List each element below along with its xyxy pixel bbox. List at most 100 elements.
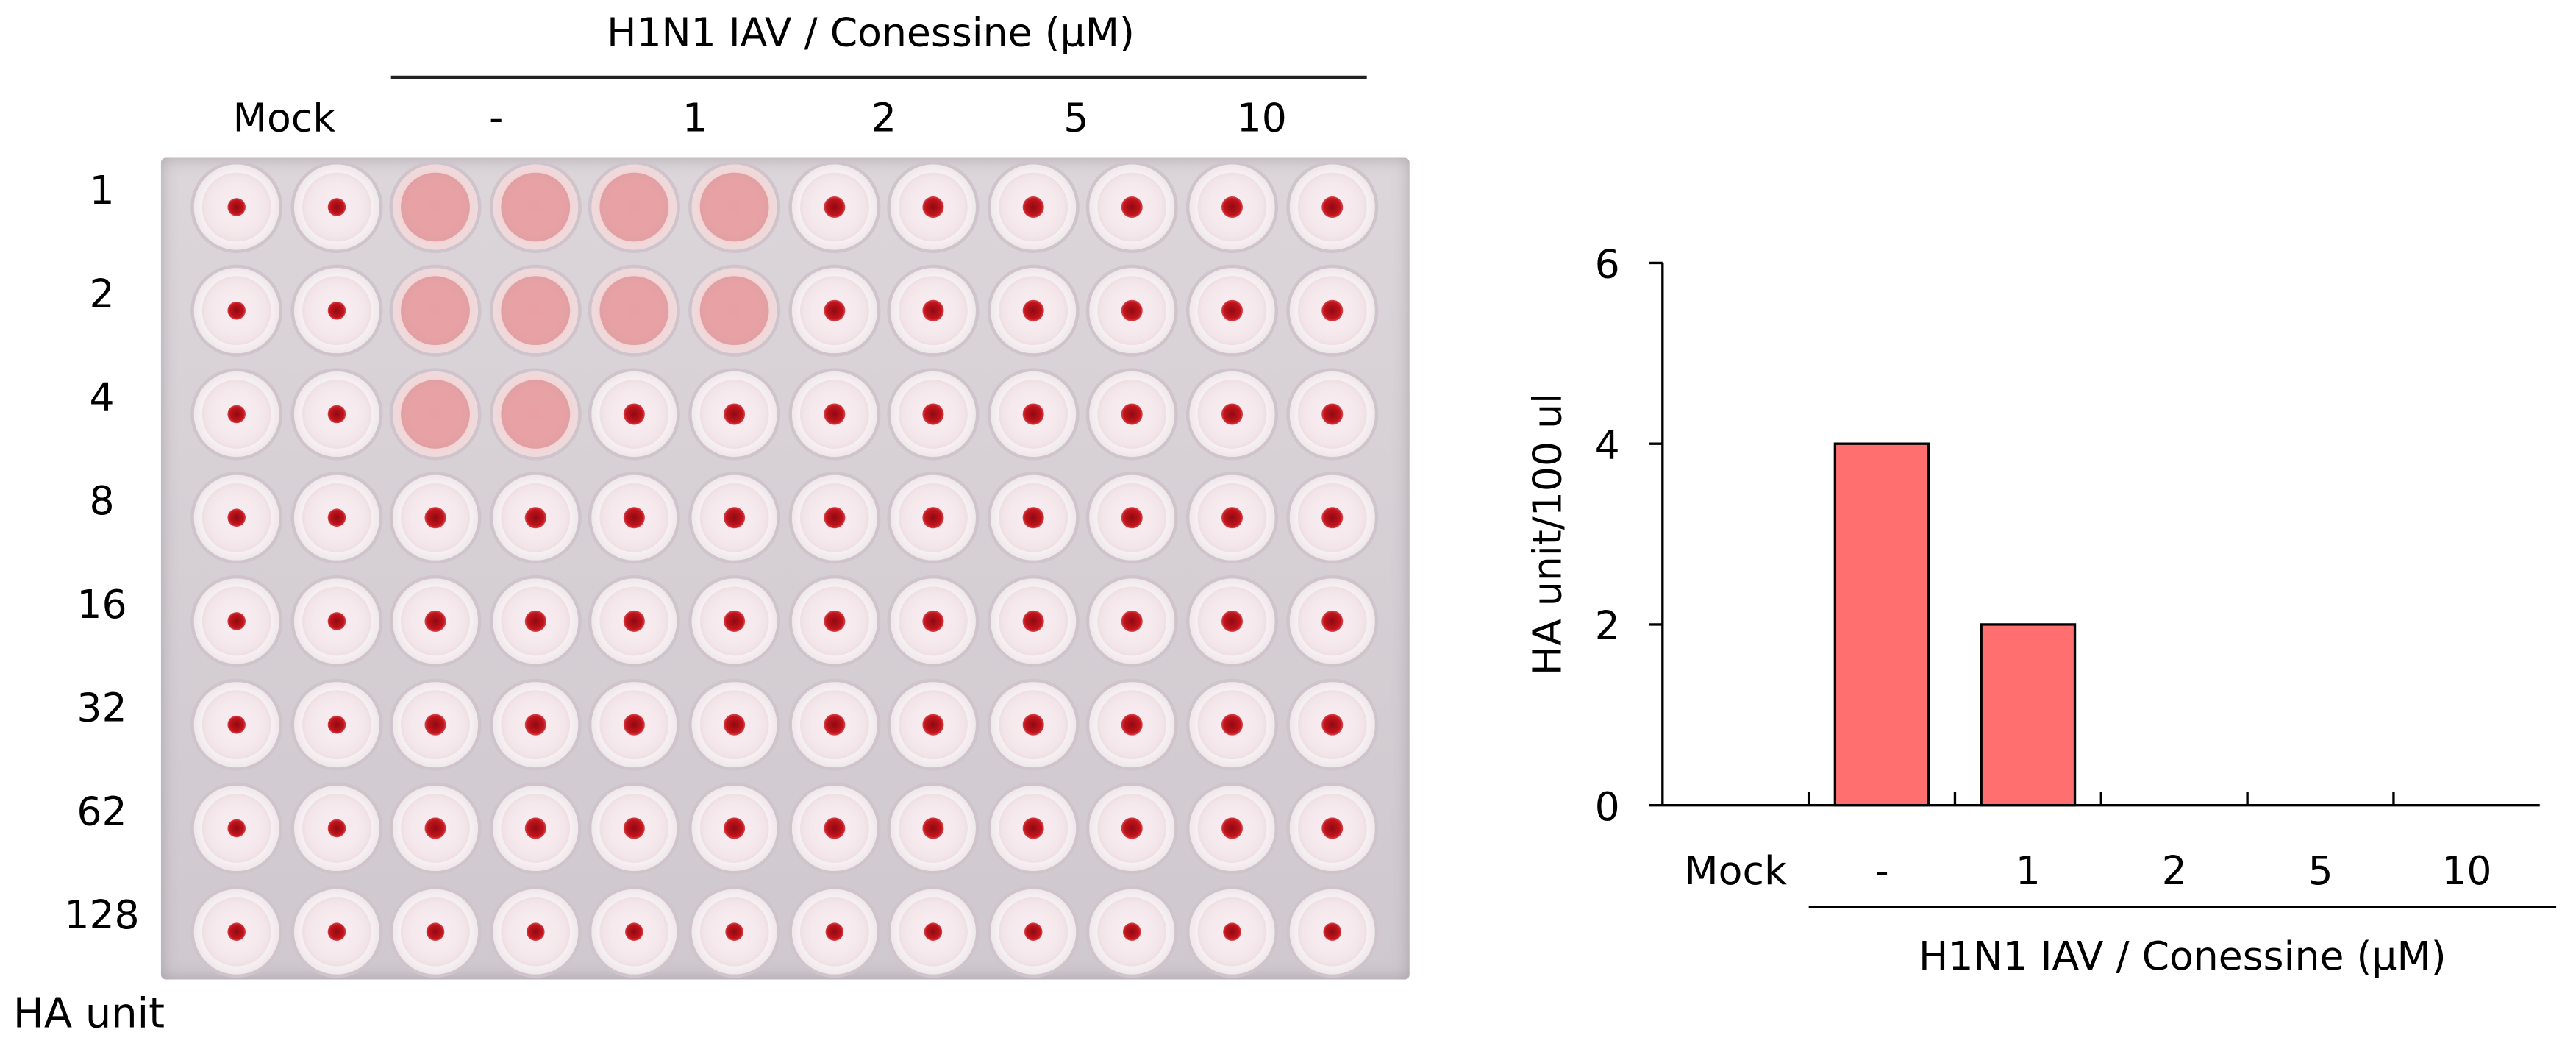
plate-well bbox=[588, 264, 681, 357]
plate-well bbox=[290, 782, 382, 875]
plate-row-label: 128 bbox=[64, 892, 140, 939]
rbc-button bbox=[922, 507, 944, 529]
rbc-button bbox=[823, 714, 845, 736]
rbc-button bbox=[823, 403, 845, 425]
rbc-button bbox=[922, 196, 944, 218]
plate-well bbox=[987, 575, 1080, 668]
plate-well bbox=[1185, 575, 1279, 668]
plate-well bbox=[389, 886, 482, 978]
rbc-button bbox=[1121, 507, 1143, 529]
plate-well bbox=[987, 160, 1080, 254]
rbc-button bbox=[1221, 196, 1244, 218]
plate-well bbox=[987, 886, 1080, 978]
plate-well bbox=[588, 472, 681, 564]
plate-well bbox=[987, 368, 1080, 461]
rbc-button bbox=[227, 715, 246, 734]
plate-column-label: 10 bbox=[1236, 95, 1287, 142]
rbc-button bbox=[1022, 507, 1044, 529]
plate-well bbox=[588, 160, 681, 254]
plate-well bbox=[290, 575, 382, 668]
rbc-button bbox=[724, 817, 746, 839]
plate-well bbox=[489, 264, 582, 357]
y-tick-label: 6 bbox=[1595, 241, 1620, 288]
rbc-button bbox=[922, 610, 944, 632]
plate-well bbox=[489, 782, 582, 875]
plate-well bbox=[389, 472, 482, 564]
rbc-button bbox=[922, 403, 944, 425]
rbc-button bbox=[922, 817, 944, 839]
rbc-button bbox=[1022, 817, 1044, 839]
y-tick-label: 0 bbox=[1595, 783, 1620, 830]
rbc-button bbox=[1221, 403, 1244, 425]
rbc-button bbox=[524, 817, 546, 839]
plate-column-label: 2 bbox=[871, 95, 896, 142]
plate-well bbox=[788, 678, 880, 771]
rbc-button bbox=[1321, 403, 1343, 425]
rbc-button bbox=[823, 817, 845, 839]
x-axis-label: H1N1 IAV / Conessine (μM) bbox=[1919, 933, 2447, 979]
plate-well bbox=[1285, 575, 1378, 668]
rbc-button bbox=[227, 819, 246, 838]
plate-well bbox=[588, 782, 681, 875]
rbc-button bbox=[1223, 922, 1241, 941]
plate-well bbox=[688, 678, 781, 771]
plate-well bbox=[788, 160, 880, 254]
plate-well bbox=[688, 160, 781, 254]
rbc-button bbox=[1121, 817, 1143, 839]
rbc-button bbox=[327, 405, 346, 424]
plate-well bbox=[887, 160, 980, 254]
plate-well bbox=[987, 782, 1080, 875]
rbc-button bbox=[1321, 714, 1343, 736]
x-tick-label: Mock bbox=[1684, 847, 1787, 894]
rbc-button bbox=[624, 507, 646, 529]
rbc-button bbox=[526, 922, 545, 941]
plate-header: H1N1 IAV / Conessine (μM) bbox=[607, 10, 1135, 56]
y-axis-label: HA unit/100 ul bbox=[1524, 393, 1570, 675]
plate-column-label: 5 bbox=[1063, 95, 1089, 142]
plate-well bbox=[190, 472, 283, 564]
plate-column-label: - bbox=[488, 95, 504, 142]
rbc-button bbox=[427, 922, 445, 941]
rbc-button bbox=[924, 922, 943, 941]
rbc-button bbox=[1121, 403, 1143, 425]
plate-well bbox=[190, 264, 283, 357]
x-tick-label: - bbox=[1874, 847, 1888, 894]
plate-well bbox=[887, 264, 980, 357]
plate-well bbox=[190, 575, 283, 668]
plate-well bbox=[489, 886, 582, 978]
rbc-button bbox=[227, 405, 246, 424]
ha-assay-plate bbox=[160, 157, 1410, 980]
plate-well bbox=[887, 575, 980, 668]
rbc-button bbox=[1321, 507, 1343, 529]
plate-well bbox=[1185, 678, 1279, 771]
plate-row-label: 2 bbox=[89, 271, 115, 318]
plate-well bbox=[190, 886, 283, 978]
plate-row-label: 1 bbox=[89, 167, 115, 214]
plate-well bbox=[1185, 886, 1279, 978]
plate-well bbox=[1086, 678, 1179, 771]
plate-well bbox=[489, 575, 582, 668]
plate-well bbox=[1285, 160, 1378, 254]
rbc-button bbox=[524, 507, 546, 529]
plate-well bbox=[887, 886, 980, 978]
plate-well bbox=[1086, 160, 1179, 254]
plate-well bbox=[1285, 368, 1378, 461]
plate-row-label: 16 bbox=[76, 581, 127, 628]
x-tick-label: 1 bbox=[2016, 847, 2041, 894]
rbc-button bbox=[1121, 714, 1143, 736]
plate-well bbox=[788, 575, 880, 668]
plate-well bbox=[389, 678, 482, 771]
rbc-button bbox=[823, 299, 845, 321]
rbc-button bbox=[1221, 507, 1244, 529]
plate-well bbox=[1086, 368, 1179, 461]
rbc-button bbox=[724, 403, 746, 425]
rbc-button bbox=[424, 507, 446, 529]
plate-well bbox=[1185, 160, 1279, 254]
plate-well bbox=[290, 472, 382, 564]
rbc-button bbox=[1022, 403, 1044, 425]
bar bbox=[1833, 442, 1930, 807]
plate-well bbox=[290, 368, 382, 461]
plate-row-label: 8 bbox=[89, 478, 115, 524]
plate-column-label: Mock bbox=[232, 95, 336, 142]
